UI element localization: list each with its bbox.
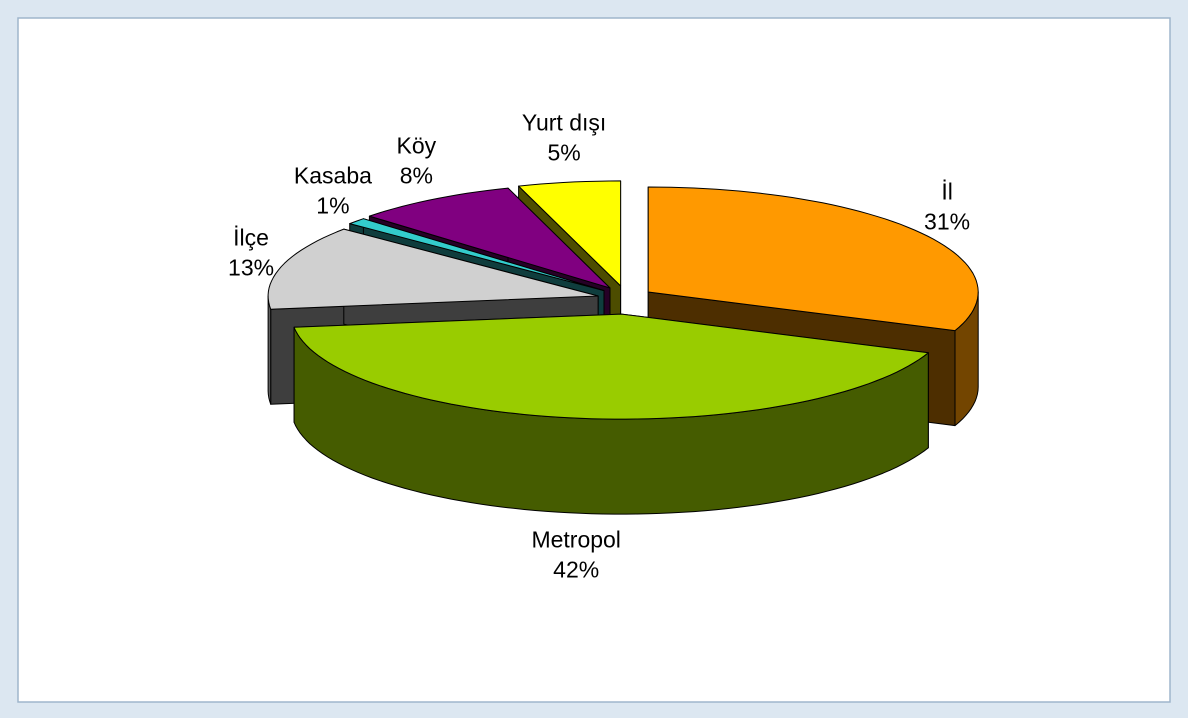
data-label-value: 8% [400, 163, 433, 189]
slice-top [518, 180, 622, 287]
data-label-value: 13% [228, 255, 274, 281]
data-label-name: Yurt dışı [522, 109, 606, 135]
data-label-value: 31% [924, 209, 970, 235]
slice-top [349, 218, 605, 292]
data-label-name: Kasaba [294, 162, 372, 188]
data-label-value: 1% [316, 192, 349, 218]
data-label-value: 5% [547, 139, 580, 165]
slice-top [267, 228, 599, 310]
slice-top [293, 313, 929, 420]
slice-top [368, 187, 611, 289]
data-label-name: İlçe [233, 225, 269, 251]
slice-top [647, 186, 979, 332]
data-label-name: İl [941, 179, 953, 205]
slice-side [267, 295, 272, 405]
data-label-value: 42% [553, 557, 599, 583]
data-label-name: Metropol [531, 527, 620, 553]
data-label-name: Köy [397, 133, 437, 159]
